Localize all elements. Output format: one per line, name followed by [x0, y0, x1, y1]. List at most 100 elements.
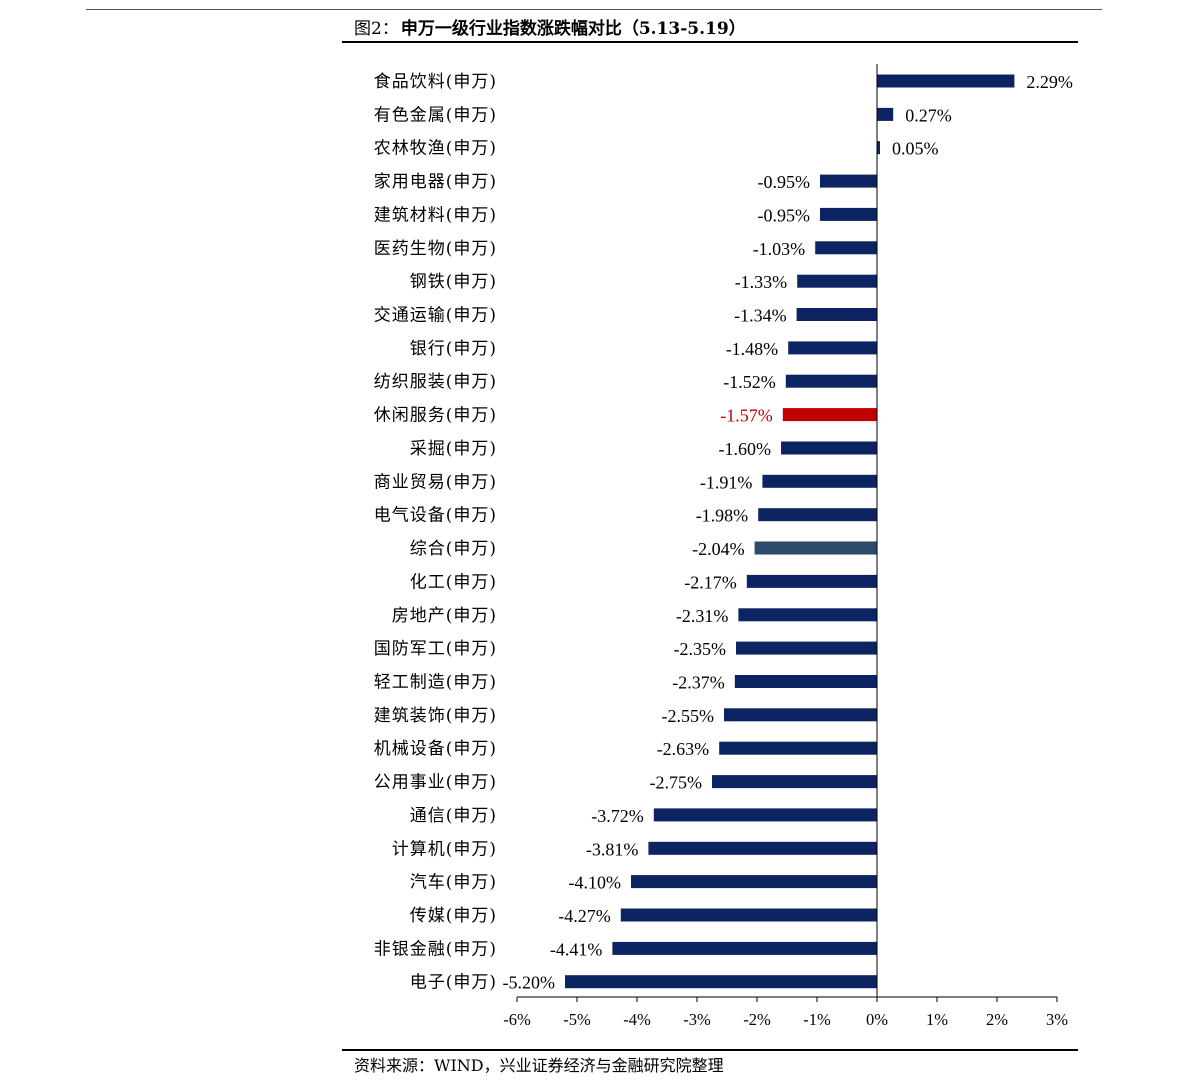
bar-16: [738, 608, 877, 622]
category-label-0: 食品饮料(申万): [374, 72, 497, 92]
bar-3: [820, 174, 877, 188]
bottom-rule: [342, 1049, 1078, 1051]
title-rule: [342, 41, 1078, 43]
bar-24: [631, 875, 877, 889]
x-tick-label-6: 0%: [866, 1010, 888, 1029]
category-label-5: 医药生物(申万): [374, 239, 497, 259]
value-label-14: -2.04%: [692, 539, 745, 559]
category-label-10: 休闲服务(申万): [374, 406, 497, 426]
value-label-23: -3.81%: [586, 839, 639, 859]
x-tick-label-4: -2%: [743, 1010, 771, 1029]
bar-12: [762, 474, 877, 488]
bar-7: [796, 308, 877, 321]
bar-20: [719, 741, 877, 755]
bar-26: [612, 941, 877, 955]
x-tick-label-5: -1%: [803, 1010, 831, 1029]
bar-0: [877, 74, 1015, 88]
category-label-9: 纺织服装(申万): [374, 372, 497, 392]
category-label-14: 综合(申万): [410, 539, 497, 559]
value-label-0: 2.29%: [1026, 72, 1073, 92]
value-label-9: -1.52%: [723, 372, 776, 392]
value-label-12: -1.91%: [700, 472, 753, 492]
bar-8: [788, 341, 877, 355]
value-label-4: -0.95%: [758, 205, 811, 225]
bar-10: [782, 408, 877, 422]
category-label-23: 计算机(申万): [392, 839, 497, 859]
bar-5: [815, 241, 877, 255]
value-label-22: -3.72%: [591, 806, 644, 826]
category-label-17: 国防军工(申万): [374, 639, 497, 659]
bar-13: [758, 508, 877, 522]
bar-19: [724, 708, 877, 722]
category-label-15: 化工(申万): [410, 572, 497, 592]
category-label-22: 通信(申万): [410, 806, 497, 826]
value-label-21: -2.75%: [650, 773, 703, 793]
category-label-4: 建筑材料(申万): [374, 205, 497, 225]
x-tick-label-3: -3%: [683, 1010, 711, 1029]
bar-14: [754, 541, 877, 555]
figure-title: 图2： 申万一级行业指数涨跌幅对比（5.13-5.19）: [354, 14, 746, 39]
category-label-21: 公用事业(申万): [374, 773, 497, 793]
category-label-11: 采掘(申万): [410, 439, 497, 459]
category-label-16: 房地产(申万): [392, 606, 497, 626]
top-rule: [86, 9, 1102, 10]
category-label-12: 商业贸易(申万): [374, 472, 497, 492]
bar-6: [797, 274, 877, 288]
value-label-18: -2.37%: [672, 672, 725, 692]
source-note: 资料来源：WIND，兴业证券经济与金融研究院整理: [354, 1056, 724, 1075]
figure-label: 图2：: [354, 19, 399, 39]
category-label-19: 建筑装饰(申万): [374, 706, 497, 726]
x-tick-label-7: 1%: [926, 1010, 948, 1029]
x-tick-label-0: -6%: [503, 1010, 531, 1029]
category-label-25: 传媒(申万): [410, 906, 497, 926]
figure-title-text: 申万一级行业指数涨跌幅对比（5.13-5.19）: [400, 19, 746, 39]
value-label-15: -2.17%: [684, 572, 737, 592]
bar-4: [820, 207, 877, 221]
value-label-16: -2.31%: [676, 606, 729, 626]
bar-1: [877, 107, 894, 121]
category-label-6: 钢铁(申万): [410, 272, 497, 292]
value-label-27: -5.20%: [503, 973, 556, 993]
value-label-8: -1.48%: [726, 339, 779, 359]
bar-23: [648, 841, 877, 855]
bar-22: [653, 808, 877, 822]
value-label-25: -4.27%: [558, 906, 611, 926]
bar-17: [736, 641, 877, 655]
value-label-20: -2.63%: [657, 739, 710, 759]
value-label-1: 0.27%: [905, 105, 952, 125]
bar-15: [746, 574, 877, 588]
value-label-7: -1.34%: [734, 306, 787, 326]
x-tick-label-8: 2%: [986, 1010, 1008, 1029]
category-label-1: 有色金属(申万): [374, 105, 497, 125]
value-label-17: -2.35%: [674, 639, 727, 659]
value-label-24: -4.10%: [569, 873, 622, 893]
category-label-8: 银行(申万): [410, 339, 497, 359]
bar-2: [877, 141, 880, 155]
bar-11: [781, 441, 877, 455]
bar-25: [620, 908, 877, 922]
bar-18: [734, 675, 877, 688]
value-label-19: -2.55%: [662, 706, 715, 726]
value-label-26: -4.41%: [550, 939, 603, 959]
x-tick-label-9: 3%: [1046, 1010, 1068, 1029]
category-label-20: 机械设备(申万): [374, 739, 497, 759]
value-label-11: -1.60%: [719, 439, 772, 459]
category-label-18: 轻工制造(申万): [374, 672, 497, 692]
value-label-3: -0.95%: [758, 172, 811, 192]
bar-27: [565, 975, 877, 989]
value-label-10: -1.57%: [720, 406, 773, 426]
category-label-7: 交通运输(申万): [374, 306, 497, 326]
value-label-13: -1.98%: [696, 506, 749, 526]
x-tick-label-2: -4%: [623, 1010, 651, 1029]
x-tick-label-1: -5%: [563, 1010, 591, 1029]
bar-21: [712, 775, 877, 789]
category-label-13: 电气设备(申万): [374, 506, 497, 526]
value-label-2: 0.05%: [892, 139, 939, 159]
bar-9: [785, 374, 877, 388]
category-label-24: 汽车(申万): [410, 873, 497, 893]
category-label-2: 农林牧渔(申万): [374, 139, 497, 159]
category-label-27: 电子(申万): [410, 973, 497, 993]
category-label-26: 非银金融(申万): [374, 939, 497, 959]
value-label-5: -1.03%: [753, 239, 806, 259]
